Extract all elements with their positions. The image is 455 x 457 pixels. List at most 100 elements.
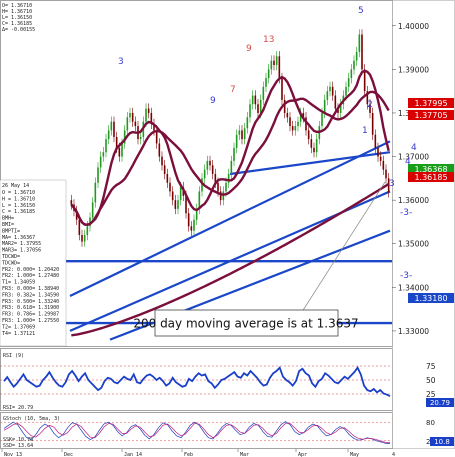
moving-average-line <box>70 90 390 226</box>
candle-body <box>145 108 147 122</box>
annotation-pointer <box>299 181 386 316</box>
ohlc-header-line: O= 1.36710 <box>2 3 32 9</box>
rsi-line <box>3 365 391 398</box>
candle-body <box>75 211 78 220</box>
rsi-panel <box>0 348 393 411</box>
candle-body <box>174 200 177 209</box>
candle-body <box>273 60 275 66</box>
candle-body <box>307 130 310 140</box>
candle-body <box>102 152 105 157</box>
price-axis <box>392 0 455 449</box>
sequential-count-label: 7 <box>230 85 236 95</box>
candle-body <box>275 56 278 66</box>
data-window-line: TDCWD= <box>2 260 20 266</box>
stoch-title: GStoch (10, 5ma, 3) <box>3 416 60 422</box>
candle-body <box>371 112 374 135</box>
candle-body <box>225 182 227 192</box>
data-window-line: FR3: 0.618= 1.31900 <box>2 305 59 311</box>
data-window <box>0 179 67 347</box>
data-window-line: T4= 1.37121 <box>2 331 35 337</box>
candle-body <box>246 117 249 129</box>
price-tag-text: 1.36185 <box>414 173 447 182</box>
candle-body <box>286 112 289 118</box>
candle-body <box>155 130 158 144</box>
data-window-line: FR3: 1.000= 1.27550 <box>2 318 59 324</box>
candle-body <box>195 208 198 220</box>
candle-body <box>118 147 121 157</box>
candle-body <box>171 191 174 201</box>
sequential-count-label: 5 <box>358 6 364 16</box>
candle-body <box>374 134 377 148</box>
time-axis-label: Nov 13 <box>4 452 22 457</box>
candle-body <box>369 104 371 113</box>
rsi-title: RSI (9) <box>3 353 24 359</box>
candle-body <box>254 95 257 105</box>
candle-body <box>94 182 97 203</box>
time-axis-edge-label: 4 <box>392 452 395 457</box>
ohlc-header-line: Δ= -0.00155 <box>2 27 35 33</box>
candle-body <box>358 34 361 52</box>
time-axis-label: Jan 14 <box>124 452 142 457</box>
candle-body <box>326 91 329 100</box>
sequential-count-label: 9 <box>246 44 252 54</box>
stoch-value-tag-text: 10.8 <box>434 438 450 446</box>
stoch-k-label: SSK= 10.78 <box>3 437 33 443</box>
candle-body <box>291 126 294 131</box>
candle-body <box>377 147 379 157</box>
price-tick-label: 1.35000 <box>398 240 429 249</box>
rsi-axis-ticks: 75 50 25 <box>426 362 436 399</box>
candle-body <box>379 156 382 161</box>
candle-body <box>331 86 334 96</box>
candle-body <box>267 69 270 79</box>
rsi-value-label: RSI= 20.79 <box>3 405 33 411</box>
time-axis-label: Feb <box>184 452 193 457</box>
data-window-line: BMPTI= <box>2 228 20 234</box>
candle-body <box>198 191 201 209</box>
price-tag <box>408 110 454 120</box>
candle-body <box>265 78 267 87</box>
candle-body <box>113 121 115 137</box>
candle-body <box>313 147 315 153</box>
candle-body <box>299 112 302 122</box>
candle-body <box>337 108 339 113</box>
candle-body <box>126 117 129 131</box>
candle-body <box>131 112 134 122</box>
sequential-count-label: -3- <box>400 208 412 218</box>
candle-body <box>382 160 385 170</box>
candle-body <box>211 165 214 174</box>
stoch-tick-label: 80 <box>426 419 435 427</box>
candle-body <box>243 128 246 140</box>
candle-body <box>86 226 89 236</box>
candle-body <box>158 143 161 157</box>
price-tag <box>408 172 454 182</box>
candle-body <box>83 235 86 242</box>
candle-body <box>150 112 153 124</box>
candle-body <box>78 219 81 236</box>
time-axis-label: Dec <box>64 452 73 457</box>
candle-body <box>134 121 137 127</box>
candle-body <box>238 130 241 135</box>
candle-body <box>161 156 163 166</box>
candle-body <box>355 51 358 61</box>
candle-body <box>206 160 209 170</box>
rsi-gridlines <box>0 365 392 395</box>
candle-body <box>227 174 230 183</box>
trendline <box>69 140 391 298</box>
sequential-count-label: 2 <box>367 100 373 110</box>
candle-body <box>283 99 286 113</box>
candle-body <box>347 78 350 87</box>
candle-body <box>121 143 123 157</box>
data-window-line: T2= 1.37069 <box>2 324 35 330</box>
candle-body <box>363 69 366 92</box>
candle-body <box>203 169 206 179</box>
candle-body <box>361 34 363 70</box>
data-window-line: FR3: 0.786= 1.29987 <box>2 312 59 318</box>
price-tick-label: 1.34000 <box>398 283 429 292</box>
candle-body <box>107 130 110 140</box>
candle-body <box>99 156 102 168</box>
annotation-text: 200 day moving average is at 1.3637 <box>133 317 358 331</box>
sequential-count-label: 1 <box>362 126 368 136</box>
sequential-count-label: 4 <box>405 157 411 167</box>
